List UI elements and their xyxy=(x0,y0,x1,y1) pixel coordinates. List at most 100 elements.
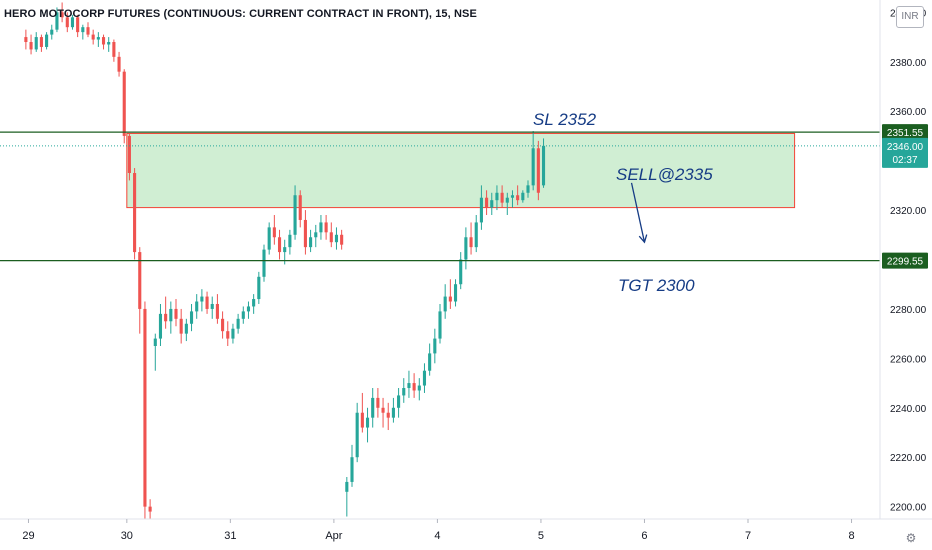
candle xyxy=(479,185,483,230)
candle xyxy=(200,289,204,312)
candle xyxy=(443,284,447,319)
candle xyxy=(526,180,530,198)
candle-body xyxy=(226,331,230,339)
candle xyxy=(112,39,116,62)
candle-body xyxy=(360,412,364,428)
candle-body xyxy=(76,17,80,33)
candle-body xyxy=(443,296,447,312)
candle xyxy=(221,311,225,339)
y-tick-label: 2220.00 xyxy=(890,453,927,464)
candle-body xyxy=(474,222,478,248)
svg-text:2346.00: 2346.00 xyxy=(887,142,924,153)
candle-body xyxy=(521,192,525,201)
candle-body xyxy=(505,197,509,203)
sell-annotation: SELL@2335 xyxy=(616,165,713,184)
sell-zone-box[interactable] xyxy=(126,132,796,209)
candle-body xyxy=(45,34,49,47)
candle-body xyxy=(391,407,395,418)
candle-body xyxy=(319,222,323,233)
candle xyxy=(39,34,43,52)
candle xyxy=(241,306,245,324)
x-tick-label: 7 xyxy=(745,530,751,542)
candle-body xyxy=(500,192,504,203)
candle xyxy=(148,499,152,519)
candle xyxy=(386,402,390,431)
candle xyxy=(133,168,137,260)
candle xyxy=(459,252,463,290)
candle xyxy=(127,133,131,181)
candle xyxy=(474,215,478,253)
candle xyxy=(122,69,126,144)
x-tick-label: 30 xyxy=(121,530,133,542)
candle-body xyxy=(205,296,209,309)
candle-body xyxy=(479,197,483,223)
candle xyxy=(464,227,468,270)
candle-body xyxy=(381,407,385,413)
candle xyxy=(490,192,494,216)
candle xyxy=(428,343,432,376)
candle-body xyxy=(50,29,54,35)
candle-body xyxy=(365,417,370,428)
candle-body xyxy=(402,388,406,396)
candle-body xyxy=(215,303,219,319)
candle-body xyxy=(117,56,121,72)
svg-text:2351.55: 2351.55 xyxy=(887,128,924,139)
target-price-badge: 2299.55 xyxy=(882,252,928,269)
candle-body xyxy=(293,195,297,235)
candle-body xyxy=(428,353,432,371)
candle-body xyxy=(65,17,69,28)
candle-body xyxy=(267,227,271,250)
candle-body xyxy=(179,318,183,334)
candle-body xyxy=(262,249,266,277)
candle xyxy=(70,14,75,30)
candle xyxy=(76,14,80,38)
candle-body xyxy=(272,227,276,238)
candle xyxy=(350,444,354,487)
candle-body xyxy=(236,318,240,329)
stop-loss-annotation: SL 2352 xyxy=(533,110,597,129)
candle-body xyxy=(86,27,90,35)
candle xyxy=(536,140,540,201)
candle xyxy=(360,392,364,433)
candle xyxy=(541,138,546,188)
settings-gear-icon[interactable]: ⚙ xyxy=(905,531,917,545)
candle xyxy=(485,190,489,216)
candle-body xyxy=(252,299,256,307)
candle xyxy=(252,294,256,314)
candle-body xyxy=(122,71,126,136)
candle xyxy=(205,291,209,314)
candle-body xyxy=(133,173,137,253)
candle xyxy=(314,224,318,248)
chart-title: HERO MOTOCORP FUTURES (CONTINUOUS: CURRE… xyxy=(4,8,477,20)
y-tick-label: 2260.00 xyxy=(890,354,927,365)
candle xyxy=(324,215,328,240)
candle-body xyxy=(39,37,43,47)
candle xyxy=(117,51,121,77)
candle xyxy=(371,388,375,428)
candle-body xyxy=(298,195,302,220)
candle xyxy=(433,328,437,364)
candle-body xyxy=(277,237,282,253)
candle xyxy=(448,279,452,309)
candle xyxy=(91,29,95,45)
candle-body xyxy=(169,308,173,322)
candle-body xyxy=(355,412,359,458)
target-arrow-head xyxy=(638,234,648,244)
candle xyxy=(179,308,183,344)
candle xyxy=(397,388,401,418)
candle xyxy=(246,301,251,319)
candle xyxy=(309,229,313,253)
candle-body xyxy=(143,308,147,507)
candle-body xyxy=(397,395,401,408)
target-annotation: TGT 2300 xyxy=(618,276,695,295)
candle xyxy=(303,210,307,255)
candle-body xyxy=(148,506,152,512)
candle xyxy=(107,37,111,52)
x-tick-label: 8 xyxy=(848,530,854,542)
currency-button[interactable]: INR xyxy=(896,6,924,28)
candle-body xyxy=(376,397,380,408)
candle-body xyxy=(195,301,199,312)
candle-body xyxy=(453,284,458,302)
candle xyxy=(334,227,339,250)
